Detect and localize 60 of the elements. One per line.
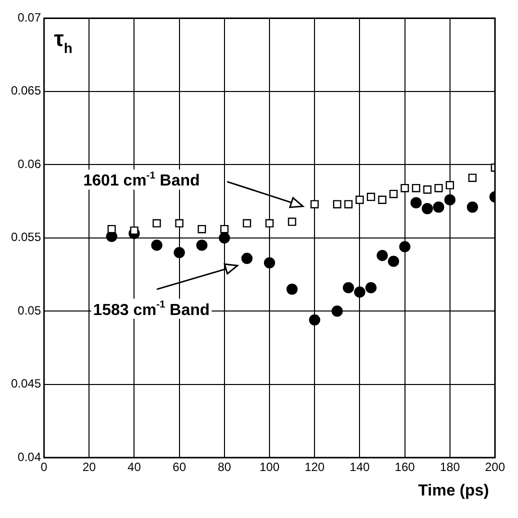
point — [410, 197, 422, 208]
point — [175, 219, 184, 228]
y-tick-label: 0.055 — [11, 230, 42, 244]
y-tick-label: 0.06 — [18, 156, 42, 171]
point — [356, 196, 364, 204]
point — [434, 184, 443, 192]
point — [412, 184, 420, 192]
point — [423, 185, 432, 194]
point — [174, 246, 185, 258]
x-tick-label: 0 — [40, 460, 48, 474]
x-tick-label: 80 — [218, 460, 232, 474]
y-tick-label: 0.065 — [11, 84, 42, 98]
point — [288, 218, 296, 226]
point — [151, 240, 162, 251]
point — [400, 184, 409, 192]
point — [354, 286, 366, 298]
point — [378, 196, 386, 204]
point — [422, 203, 433, 214]
point — [309, 314, 320, 326]
point — [388, 256, 400, 267]
x-tick-label: 200 — [484, 460, 506, 474]
point — [152, 219, 161, 228]
x-tick-label: 160 — [394, 460, 416, 474]
x-tick-label: 140 — [350, 460, 370, 474]
x-tick-label: 20 — [82, 460, 96, 474]
x-tick-label: 120 — [304, 460, 325, 474]
y-tick-label: 0.07 — [18, 10, 42, 25]
x-tick-label: 100 — [259, 460, 280, 474]
point — [264, 257, 276, 268]
point — [242, 219, 252, 228]
x-axis-title: Time (ps) — [418, 482, 489, 500]
point — [196, 240, 208, 251]
x-tick-label: 40 — [128, 460, 142, 474]
point — [444, 194, 456, 206]
point — [399, 241, 410, 252]
point — [365, 282, 377, 294]
point — [468, 174, 477, 182]
x-tick-label: 180 — [440, 460, 460, 474]
point — [446, 181, 454, 190]
point — [108, 224, 116, 234]
point — [198, 224, 206, 234]
y-tick-label: 0.04 — [18, 450, 42, 464]
point — [332, 306, 343, 317]
point — [241, 252, 253, 264]
y-tick-label: 0.05 — [18, 303, 42, 318]
point — [310, 200, 319, 208]
point — [333, 200, 342, 208]
point — [433, 202, 444, 213]
point — [389, 190, 398, 198]
point — [265, 219, 274, 228]
point — [286, 284, 298, 295]
point — [220, 224, 229, 234]
point — [218, 232, 230, 244]
x-tick-label: 60 — [172, 460, 186, 474]
point — [466, 202, 478, 213]
y-tick-label: 0.045 — [11, 376, 42, 391]
point — [344, 200, 353, 208]
point — [376, 250, 388, 262]
point — [366, 192, 376, 202]
point — [342, 282, 354, 294]
